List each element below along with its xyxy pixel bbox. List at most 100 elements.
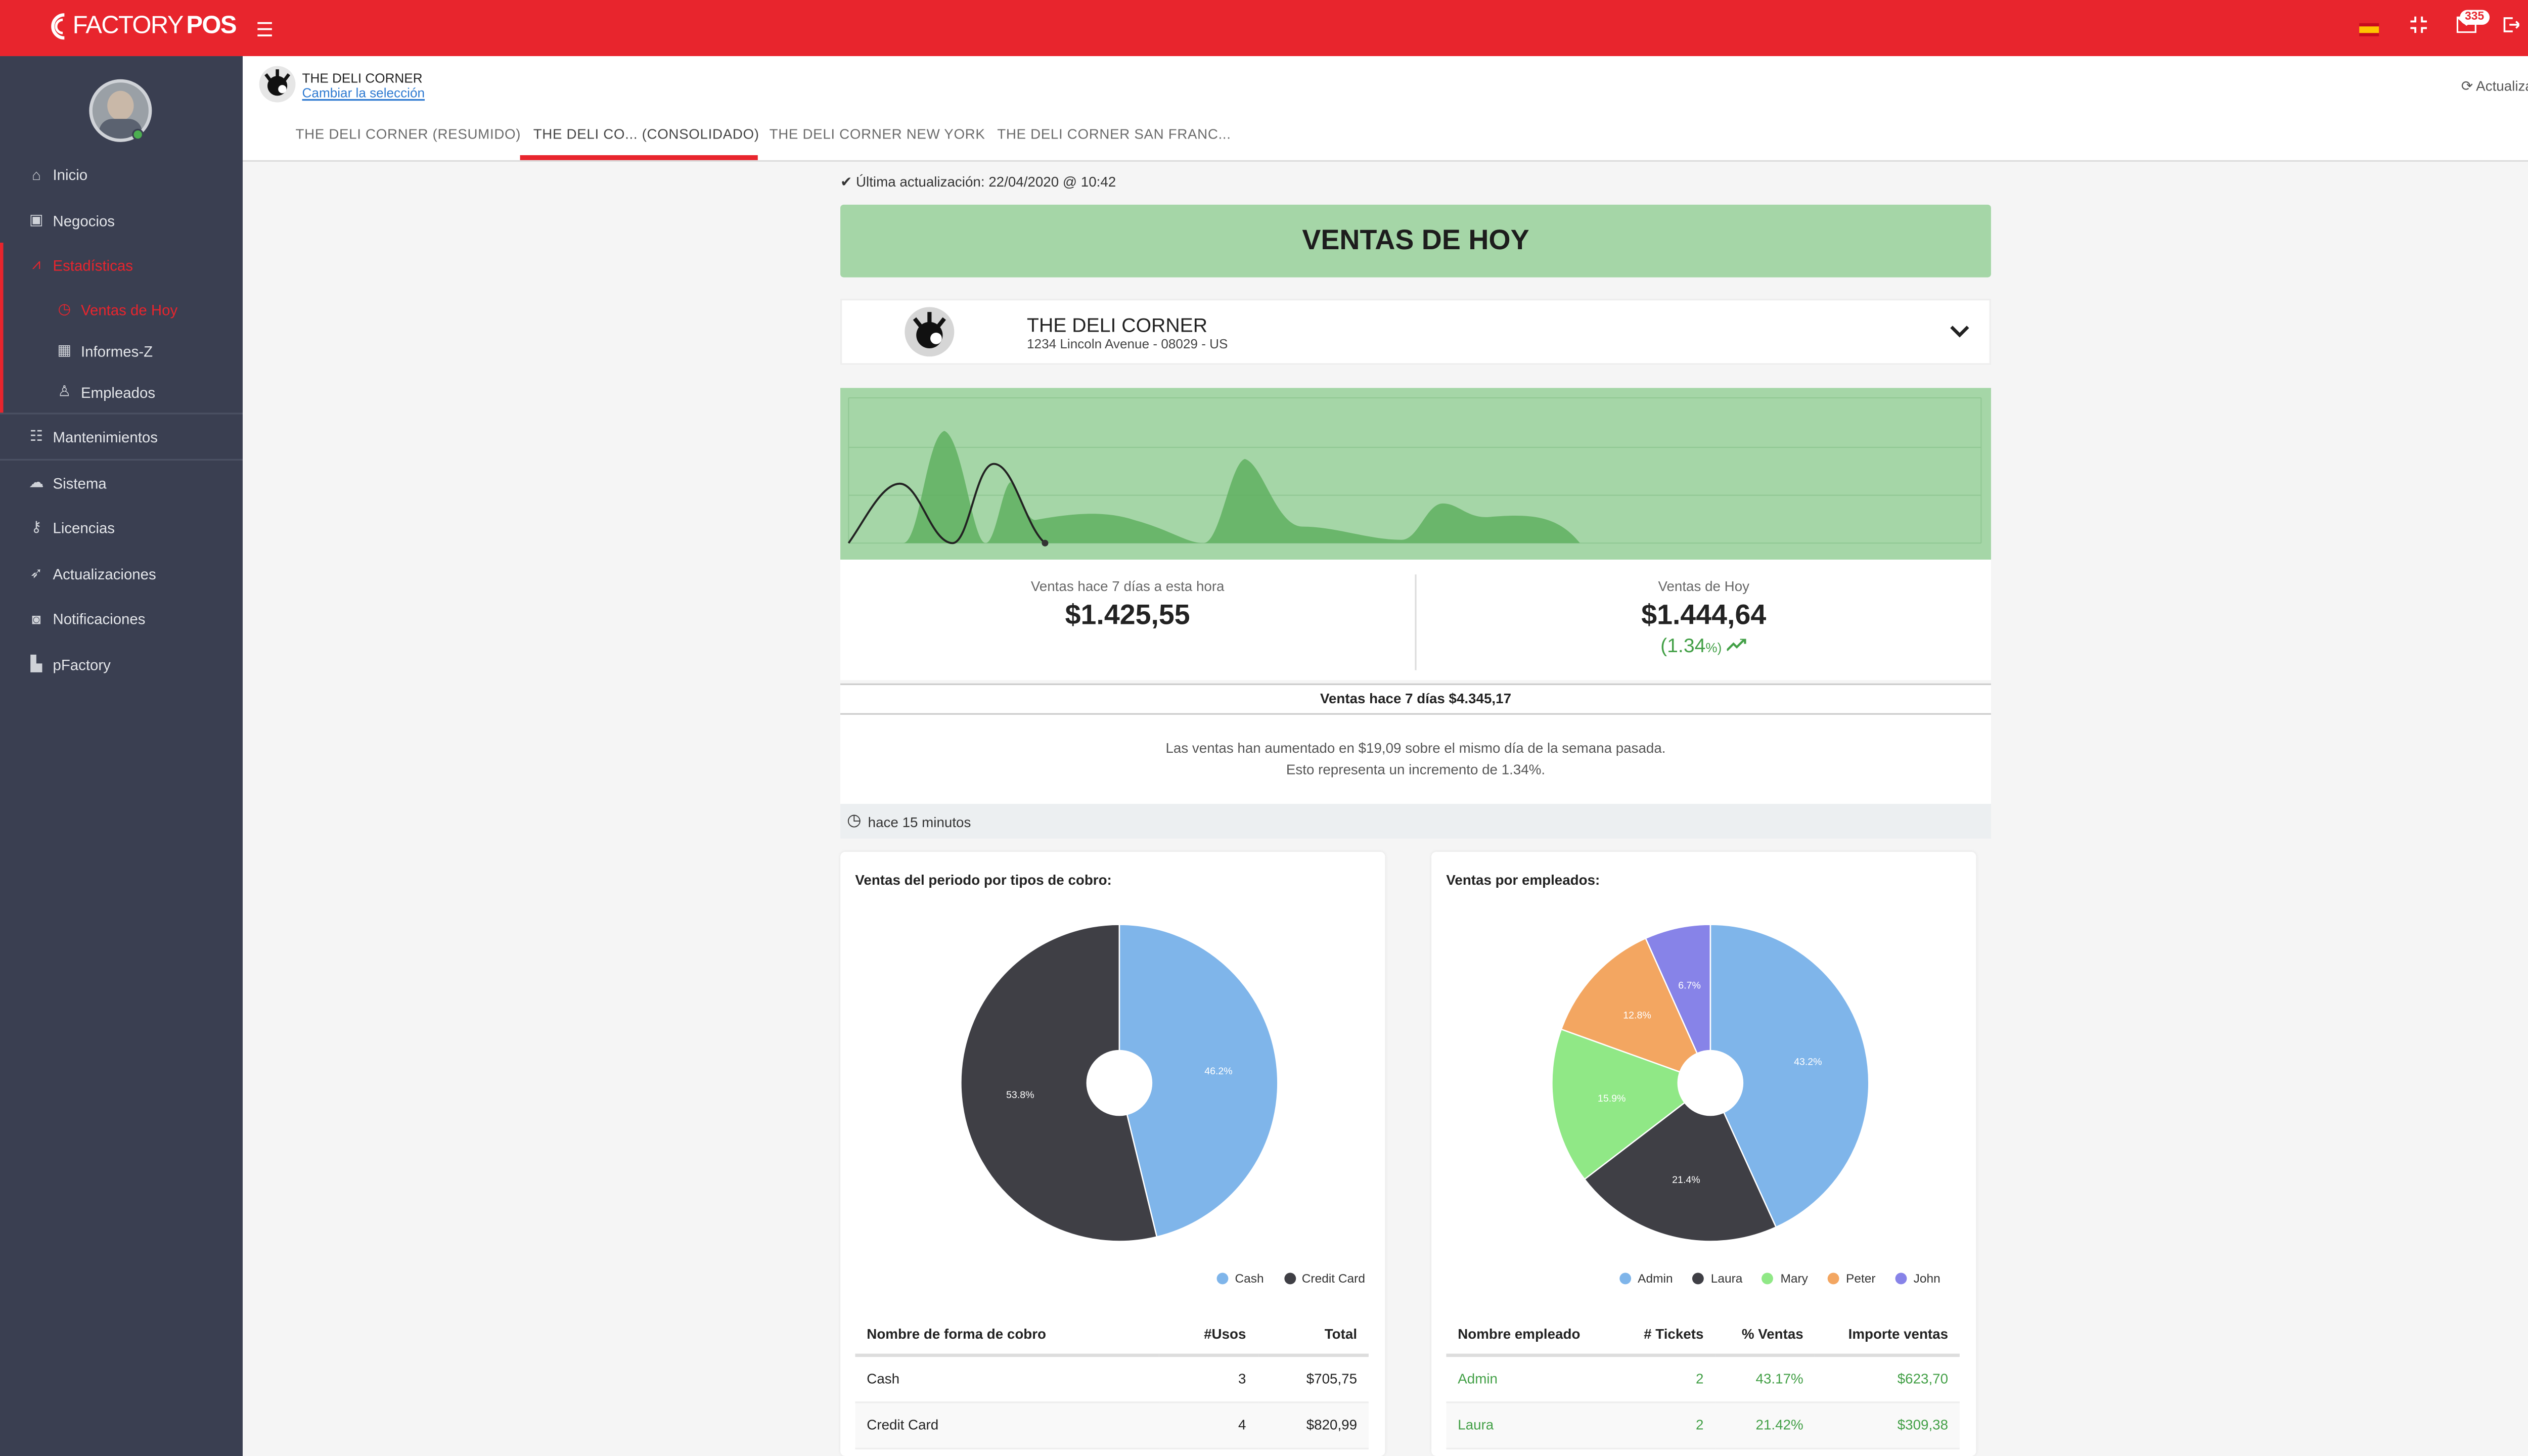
employees-pie-chart[interactable]: 43.2% 21.4% 15.9% 12.8% 6.7% [1431, 901, 1976, 1281]
column-header[interactable]: #Usos [1159, 1314, 1258, 1357]
sidebar-item-estadisticas[interactable]: ⩘ Estadísticas [0, 243, 243, 287]
legend-item[interactable]: Mary [1762, 1271, 1808, 1286]
current-time-marker [1042, 539, 1049, 547]
legend-item[interactable]: John [1895, 1271, 1940, 1286]
shop-name: THE DELI CORNER [1027, 313, 1208, 337]
change-selection-link[interactable]: Cambiar la selección [302, 85, 425, 101]
legend-label: John [1913, 1271, 1940, 1286]
today-label: Ventas de Hoy [1658, 577, 1750, 595]
last-update: ✔ Última actualización: 22/04/2020 @ 10:… [840, 173, 1116, 192]
employees-table: Nombre empleado # Tickets % Ventas Impor… [1446, 1314, 1960, 1449]
legend-item[interactable]: Cash [1216, 1271, 1264, 1286]
tab-consolidado[interactable]: THE DELI CO... (CONSOLIDADO) [533, 125, 759, 142]
sidebar-item-pfactory[interactable]: ▙ pFactory [0, 642, 243, 687]
sidebar-item-licencias[interactable]: ⚷ Licencias [0, 505, 243, 550]
pie-slice-label: 21.4% [1672, 1174, 1700, 1186]
table-cell: $623,70 [1815, 1355, 1960, 1402]
table-row[interactable]: Cash 3 $705,75 [855, 1355, 1369, 1402]
pie-slice-john[interactable] [1645, 924, 1711, 1083]
payments-title: Ventas del periodo por tipos de cobro: [855, 872, 1112, 888]
sidebar-subitem-label: Ventas de Hoy [80, 301, 178, 318]
pie-slice-cash[interactable] [1118, 924, 1279, 1238]
sidebar-item-sistema[interactable]: ☁ Sistema [0, 461, 243, 505]
sidebar-item-actualizaciones[interactable]: ➶ Actualizaciones [0, 552, 243, 596]
pie-slice-label: 15.9% [1598, 1093, 1626, 1104]
tab-new-york[interactable]: THE DELI CORNER NEW YORK [769, 125, 985, 142]
table-cell: $820,99 [1257, 1401, 1369, 1449]
factorypos-logo[interactable]: FACTORY POS [50, 11, 237, 40]
notification-badge: 335 [2460, 10, 2490, 25]
legend-swatch [1692, 1272, 1704, 1285]
description-line-2: Esto representa un incremento de 1.34%. [1286, 761, 1546, 778]
column-header[interactable]: # Tickets [1617, 1314, 1716, 1357]
column-header[interactable]: % Ventas [1715, 1314, 1815, 1357]
legend-item[interactable]: Peter [1828, 1271, 1876, 1286]
sales-trend-chart [840, 388, 1991, 560]
sidebar-item-label: Licencias [53, 519, 115, 536]
today-sales-area [903, 431, 1580, 543]
refresh-all-button[interactable]: ⟳ Actualizar todo [2461, 77, 2528, 96]
sidebar-subitem-empleados[interactable]: ♙ Empleados [0, 372, 243, 413]
cloud-icon: ☁ [29, 474, 44, 490]
pie-slice-peter[interactable] [1560, 937, 1712, 1084]
pie-slice-laura[interactable] [1584, 1082, 1777, 1242]
employees-legend: Admin Laura Mary Peter John [1619, 1271, 1940, 1286]
refresh-all-label: Actualizar todo [2476, 77, 2528, 95]
tab-san-francisco[interactable]: THE DELI CORNER SAN FRANC... [997, 125, 1231, 142]
clock-icon: ◷ [58, 300, 71, 317]
compress-icon[interactable] [2410, 16, 2427, 40]
shop-selector[interactable]: THE DELI CORNER 1234 Lincoln Avenue - 08… [840, 299, 1991, 365]
last-week-label: Ventas hace 7 días a esta hora [1030, 577, 1225, 595]
tab-resumido[interactable]: THE DELI CORNER (RESUMIDO) [295, 125, 521, 142]
pie-hole [1677, 1050, 1744, 1116]
sidebar-item-notificaciones[interactable]: ◙ Notificaciones [0, 596, 243, 641]
pie-slice-label: 46.2% [1204, 1066, 1233, 1077]
sidebar-item-label: Negocios [53, 212, 115, 229]
logout-icon[interactable] [2503, 17, 2521, 40]
legend-item[interactable]: Admin [1619, 1271, 1673, 1286]
sidebar-subitem-label: Empleados [80, 384, 156, 400]
pie-slice-mary[interactable] [1551, 1028, 1712, 1180]
employees-card: Ventas por empleados: 43.2% 21.4% 15.9% 12.… [1431, 851, 1976, 1456]
legend-item[interactable]: Laura [1692, 1271, 1742, 1286]
hamburger-icon[interactable]: ☰ [256, 18, 274, 41]
sidebar-item-negocios[interactable]: ▣ Negocios [0, 198, 243, 243]
table-cell: Admin [1446, 1355, 1618, 1402]
clock-icon: ◷ [847, 812, 862, 831]
table-row[interactable]: Laura 2 21.42% $309,38 [1446, 1401, 1960, 1449]
stats-divider [1415, 574, 1417, 670]
key-icon: ⚷ [31, 518, 42, 535]
legend-swatch [1283, 1272, 1295, 1285]
sidebar-subitem-ventas-de-hoy[interactable]: ◷ Ventas de Hoy [0, 289, 243, 330]
table-row[interactable]: Credit Card 4 $820,99 [855, 1401, 1369, 1449]
column-header[interactable]: Nombre empleado [1446, 1314, 1618, 1357]
chevron-down-icon[interactable] [1950, 320, 1969, 343]
sidebar-subitem-informes-z[interactable]: ▦ Informes-Z [0, 330, 243, 372]
shop-address: 1234 Lincoln Avenue - 08029 - US [1027, 337, 1228, 352]
sidebar-divider [0, 413, 243, 415]
pie-slice-admin[interactable] [1709, 924, 1870, 1228]
logo-text-prefix: FACTORY [72, 11, 184, 40]
pie-slice-credit-card[interactable] [960, 924, 1158, 1242]
sidebar-item-inicio[interactable]: ⌂ Inicio [0, 152, 243, 196]
sidebar-item-label: Inicio [53, 166, 88, 183]
shop-logo [905, 307, 955, 357]
sidebar-item-mantenimientos[interactable]: ☷ Mantenimientos [0, 415, 243, 459]
user-icon: ♙ [58, 383, 71, 400]
top-bar: FACTORY POS ☰ 335 [0, 0, 2528, 57]
table-row[interactable]: Admin 2 43.17% $623,70 [1446, 1355, 1960, 1402]
payments-legend: Cash Credit Card [1216, 1271, 1365, 1286]
pie-slice-label: 53.8% [1006, 1089, 1034, 1101]
payments-table: Nombre de forma de cobro #Usos Total Cas… [855, 1314, 1369, 1449]
column-header[interactable]: Nombre de forma de cobro [855, 1314, 1160, 1357]
legend-swatch [1895, 1272, 1907, 1285]
legend-item[interactable]: Credit Card [1283, 1271, 1365, 1286]
pct-suffix: %) [1705, 640, 1722, 656]
sidebar-subitem-label: Informes-Z [80, 342, 153, 359]
column-header[interactable]: Total [1257, 1314, 1369, 1357]
last-week-sales-line [847, 463, 1046, 544]
spain-flag-icon[interactable] [2359, 20, 2379, 43]
payments-pie-chart[interactable]: 46.2% 53.8% [840, 901, 1385, 1281]
table-cell: 4 [1159, 1401, 1258, 1449]
column-header[interactable]: Importe ventas [1815, 1314, 1960, 1357]
